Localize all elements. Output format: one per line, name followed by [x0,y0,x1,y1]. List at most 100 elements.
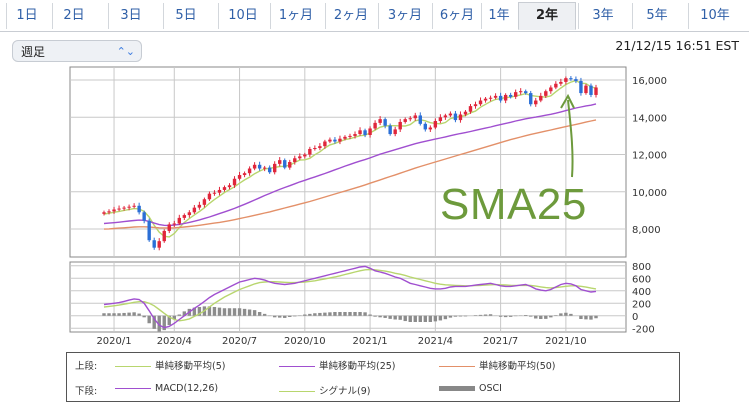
candle-body [453,113,458,121]
osci-bar [559,313,563,316]
osci-bar [313,313,317,316]
candle-body [458,114,463,121]
candle-body [237,175,242,179]
tab-6[interactable]: 1ヶ月 [270,3,321,29]
legend-item-osci: OSCI [439,383,502,394]
candle-body [594,87,598,95]
candle-body [102,212,106,214]
period-tab-bar: 1日 2日 3日 5日 10日 1ヶ月 2ヶ月 3ヶ月 6ヶ月 1年 2年 3年 5年 10年 [0,0,749,32]
x-tick-label: 2020/1 [96,336,131,347]
candle-body [318,146,322,149]
legend-item-macd: MACD(12,26) [115,383,218,394]
tab-1[interactable]: 1日 [6,3,47,29]
osci-bar [448,315,453,318]
osci-bar [388,315,392,319]
candle-body [197,204,202,208]
x-tick-label: 2020/4 [157,336,192,347]
x-tick-label: 2021/4 [418,336,453,347]
candle-body [564,78,568,82]
osci-bar [564,312,568,316]
tab-12[interactable]: 3年 [578,3,627,29]
osci-bar [554,315,558,316]
osci-bar [162,315,166,331]
osci-bar [428,315,433,322]
tab-7[interactable]: 2ヶ月 [325,3,376,29]
price-y-tick-label: 8,000 [632,225,661,236]
osci-bar [257,312,262,316]
candle-body [227,185,232,188]
candle-body [152,240,156,248]
osci-bar [172,315,176,320]
osci-bar [288,315,292,317]
osci-bar [453,315,458,317]
osci-bar [262,313,267,316]
price-y-tick-label: 10,000 [632,188,667,199]
candle-body [348,135,352,137]
candle-body [383,119,387,126]
osci-bar [393,315,397,320]
osci-bar [403,315,407,322]
osci-bar [423,315,428,322]
candle-body [278,160,282,164]
candle-body [483,98,488,101]
candle-body [222,187,227,190]
candle-body [368,128,372,135]
annotation-arrow-head [560,93,575,109]
tab-13[interactable]: 5年 [632,3,681,29]
tab-8[interactable]: 3ヶ月 [378,3,431,29]
osci-bar [498,315,503,317]
osci-bar [508,315,513,317]
tab-14[interactable]: 10年 [688,3,741,29]
candle-body [518,91,523,93]
candle-body [524,91,528,94]
candle-body [503,94,508,101]
legend-swatch [439,386,475,391]
osci-bar [368,314,372,316]
tab-5[interactable]: 10日 [218,3,267,29]
candle-body [473,104,478,107]
candle-body [423,123,428,130]
candle-body [569,78,573,80]
osci-bar [378,315,382,318]
candle-body [353,134,357,136]
candle-body [212,192,217,194]
osci-bar [232,308,237,316]
osci-bar [544,315,548,319]
tab-10[interactable]: 1年 [481,3,516,29]
candle-body [112,209,116,212]
osci-bar [398,315,402,320]
x-tick-label: 2021/7 [483,336,518,347]
osci-bar [458,315,463,317]
candle-body [157,241,161,248]
candle-body [388,125,392,135]
sma-line-2 [103,103,597,227]
osci-bar [132,312,136,316]
tab-4[interactable]: 5日 [163,3,208,29]
price-y-tick-label: 14,000 [632,113,667,124]
last-update-timestamp: 21/12/15 16:51 EST [615,38,739,53]
tab-9[interactable]: 6ヶ月 [432,3,481,29]
candle-body [478,100,483,105]
osci-bar [217,307,222,316]
osci-bar [534,315,538,319]
tab-2[interactable]: 2日 [52,3,95,29]
candle-body [373,122,377,129]
annotation-arrow-line [567,99,574,178]
osci-bar [433,315,438,322]
osci-bar [408,315,412,322]
tab-11[interactable]: 2年 [518,2,576,30]
candle-body [308,148,312,155]
candle-body [358,130,362,135]
candle-body [413,115,417,119]
sma-line-3 [103,119,597,230]
tab-3[interactable]: 3日 [108,3,153,29]
osci-bar [524,315,528,316]
candle-body [508,94,513,97]
candle-body [283,160,287,168]
candle-body [463,111,468,115]
osci-bar [112,313,116,316]
osci-bar [348,312,352,316]
candle-body [363,130,367,135]
interval-select[interactable]: 週足 ⌃⌄ [12,40,142,62]
